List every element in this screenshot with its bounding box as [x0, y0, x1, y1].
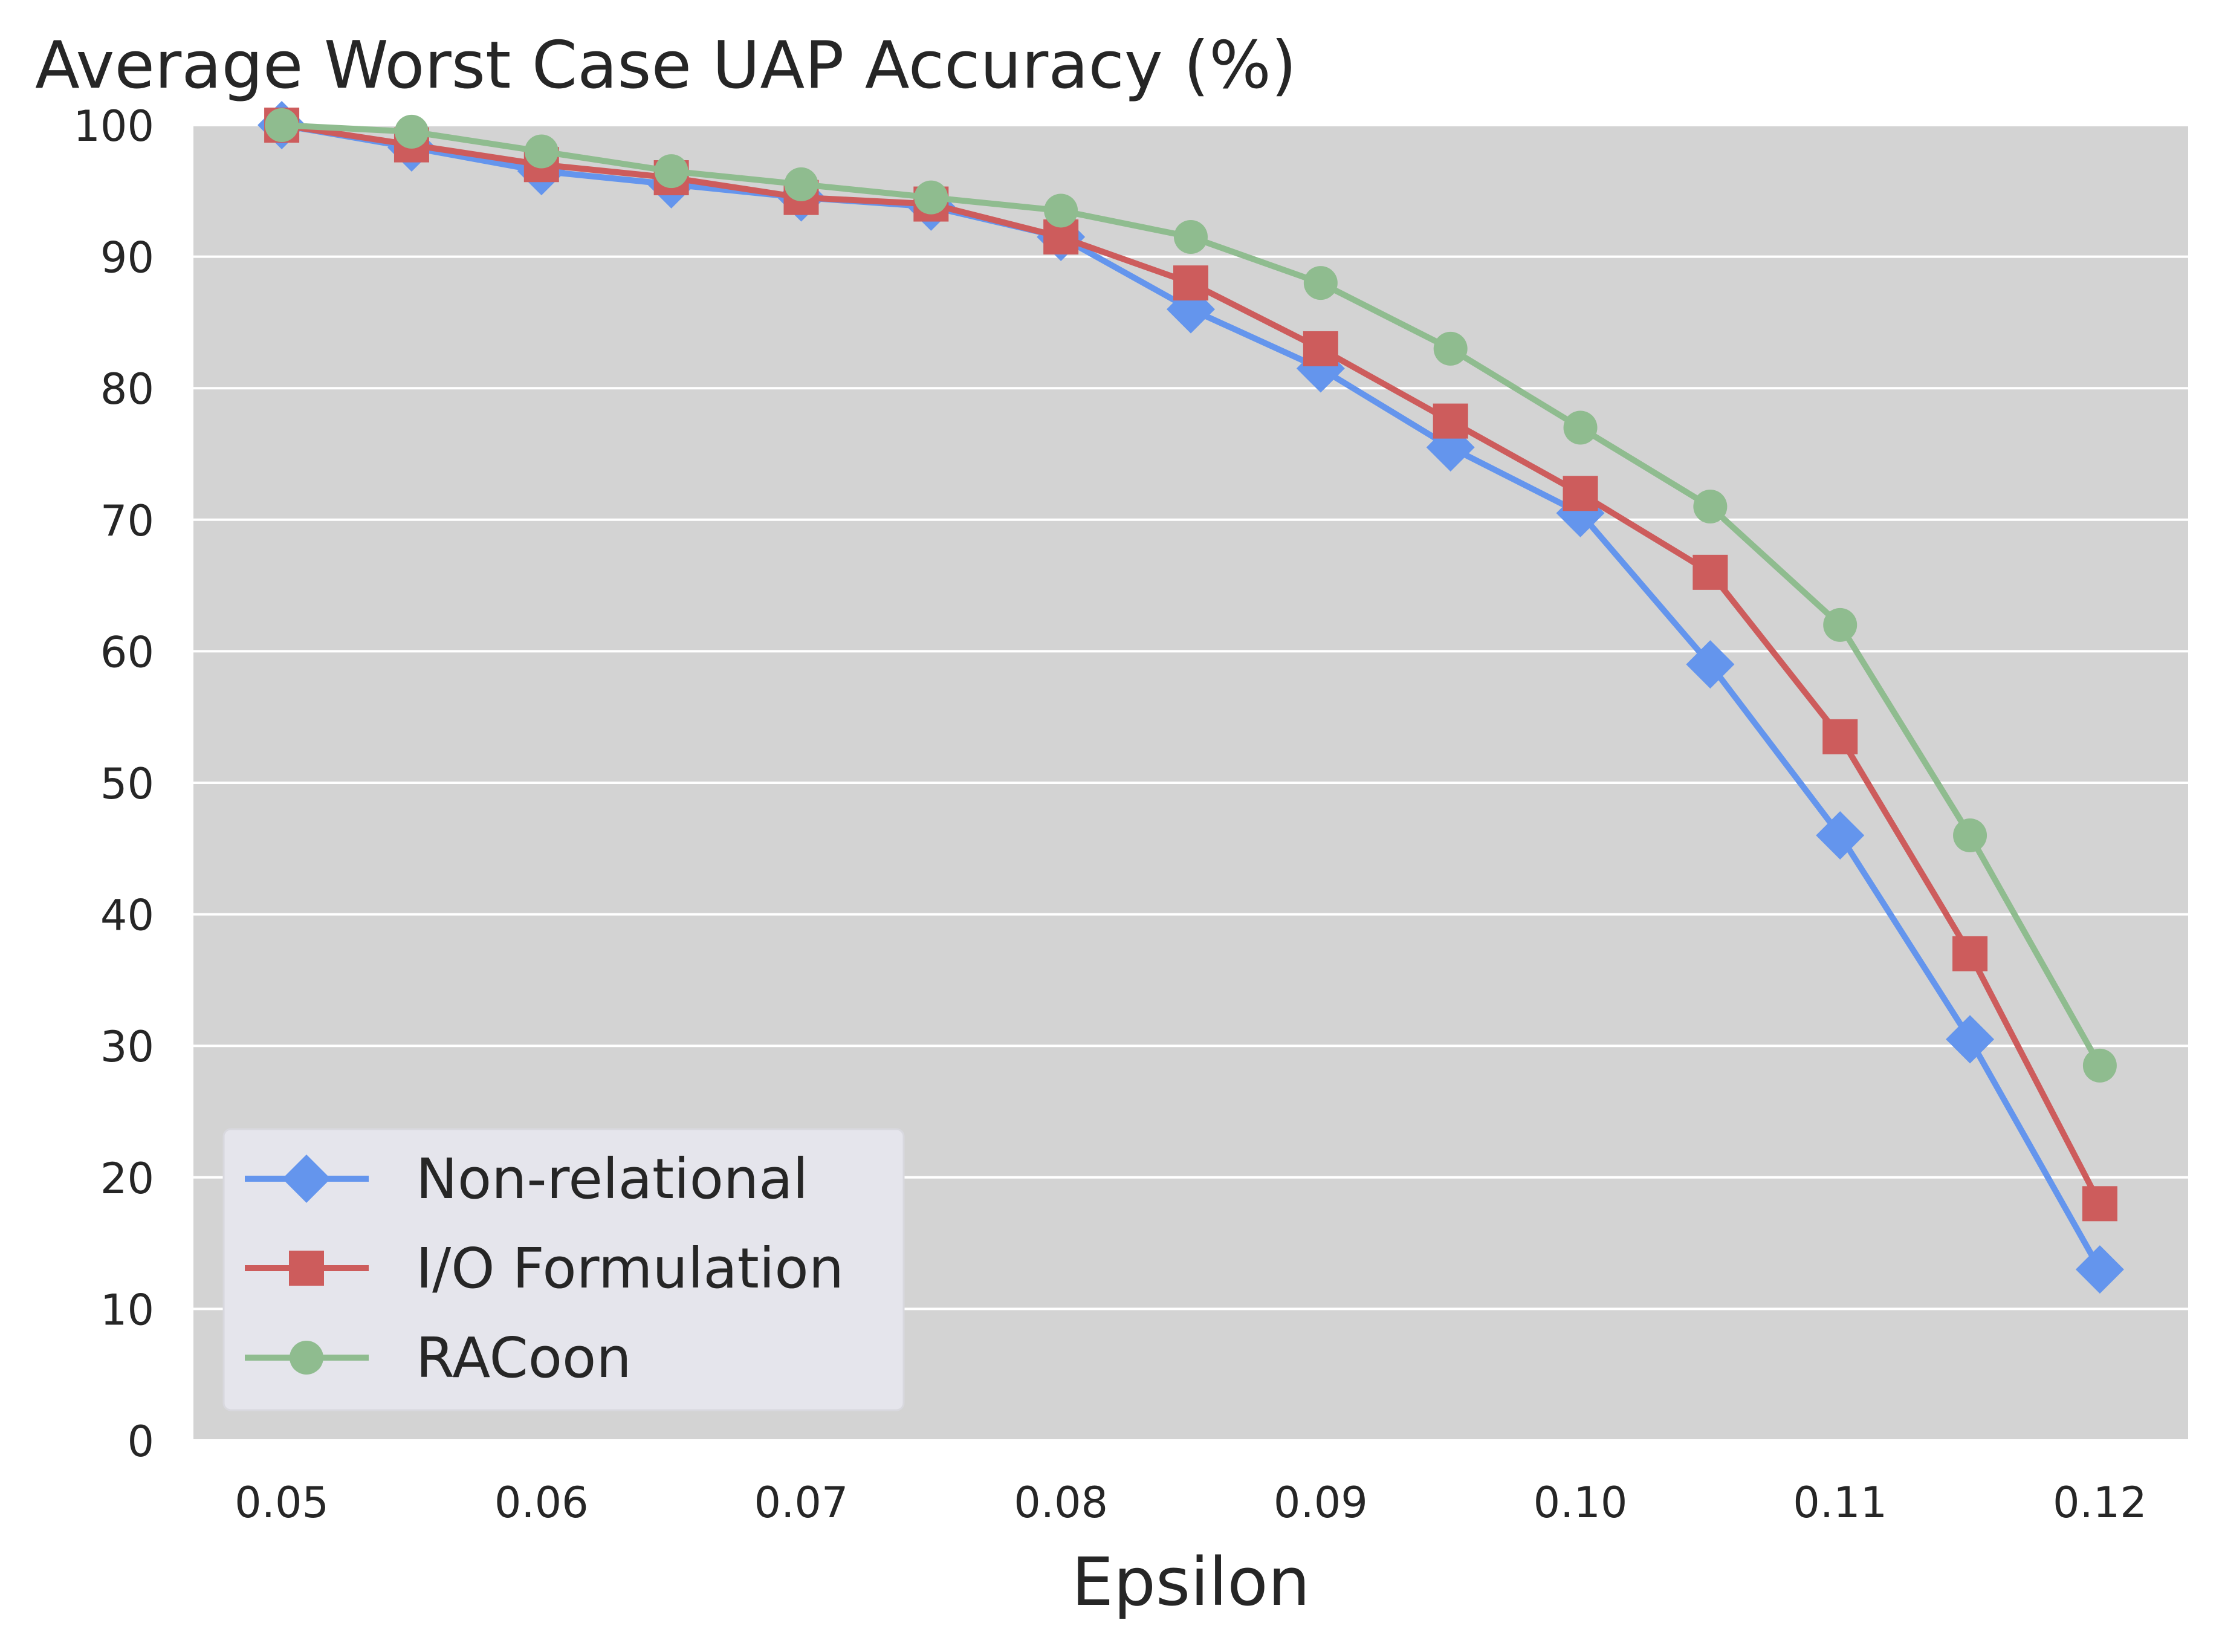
data-point [914, 180, 948, 215]
data-point [1686, 640, 1735, 689]
x-tick-label: 0.07 [754, 1478, 849, 1527]
data-point [1173, 265, 1208, 301]
data-point [1946, 1015, 1995, 1064]
data-point [2082, 1048, 2117, 1083]
legend-marker [289, 1251, 324, 1286]
data-point [2075, 1245, 2124, 1294]
legend-item: Non-relational [245, 1147, 808, 1211]
y-tick-label: 70 [100, 496, 154, 546]
x-axis-label: Epsilon [1072, 1543, 1310, 1621]
x-axis-ticks: 0.05 0.06 0.07 0.08 0.09 0.10 0.11 0.12 [235, 1478, 2147, 1527]
y-tick-label: 30 [100, 1022, 154, 1072]
chart-title: Average Worst Case UAP Accuracy (%) [35, 28, 1297, 103]
data-point [1174, 219, 1208, 254]
data-point [394, 114, 429, 149]
data-point [1693, 490, 1728, 524]
data-point [1692, 554, 1728, 590]
y-tick-label: 20 [100, 1154, 154, 1203]
legend-marker [290, 1341, 323, 1375]
x-tick-label: 0.08 [1014, 1478, 1108, 1527]
data-point [1823, 607, 1858, 642]
series-racoon [265, 108, 2117, 1083]
legend-item: I/O Formulation [245, 1236, 844, 1301]
y-tick-label: 60 [100, 627, 154, 677]
data-point [1433, 403, 1468, 439]
data-point [1816, 811, 1865, 860]
legend-label: RACoon [416, 1326, 632, 1390]
data-point [654, 154, 688, 189]
data-point [1563, 476, 1598, 511]
data-point [784, 167, 818, 201]
data-point [2082, 1186, 2117, 1222]
data-point [524, 134, 559, 169]
legend-box [222, 1128, 905, 1411]
y-tick-label: 50 [100, 759, 154, 809]
data-point [1044, 193, 1078, 228]
data-point [1822, 719, 1858, 754]
x-tick-label: 0.05 [235, 1478, 329, 1527]
x-tick-label: 0.11 [1793, 1478, 1887, 1527]
data-point [1433, 331, 1468, 366]
y-tick-label: 80 [100, 364, 154, 414]
legend-item: RACoon [245, 1326, 632, 1390]
y-tick-label: 0 [127, 1417, 154, 1466]
y-axis-ticks: 0 10 20 30 40 50 60 70 80 90 100 [73, 102, 154, 1466]
x-tick-label: 0.09 [1274, 1478, 1368, 1527]
y-tick-label: 90 [100, 233, 154, 283]
x-tick-label: 0.10 [1534, 1478, 1628, 1527]
data-point [265, 108, 299, 142]
data-point [1303, 331, 1338, 366]
legend-label: Non-relational [416, 1147, 808, 1211]
y-tick-label: 10 [100, 1285, 154, 1335]
x-tick-label: 0.06 [494, 1478, 589, 1527]
x-tick-label: 0.12 [2053, 1478, 2147, 1527]
series-layer [258, 101, 2124, 1294]
legend-label: I/O Formulation [416, 1236, 844, 1301]
data-point [1953, 818, 1987, 853]
data-point [1303, 266, 1338, 300]
legend-marker [282, 1155, 331, 1203]
legend: Non-relational I/O Formulation RACoon [222, 1128, 905, 1411]
data-point [1952, 936, 1988, 971]
data-point [1563, 410, 1598, 445]
y-tick-label: 40 [100, 891, 154, 941]
y-tick-label: 100 [73, 102, 154, 151]
